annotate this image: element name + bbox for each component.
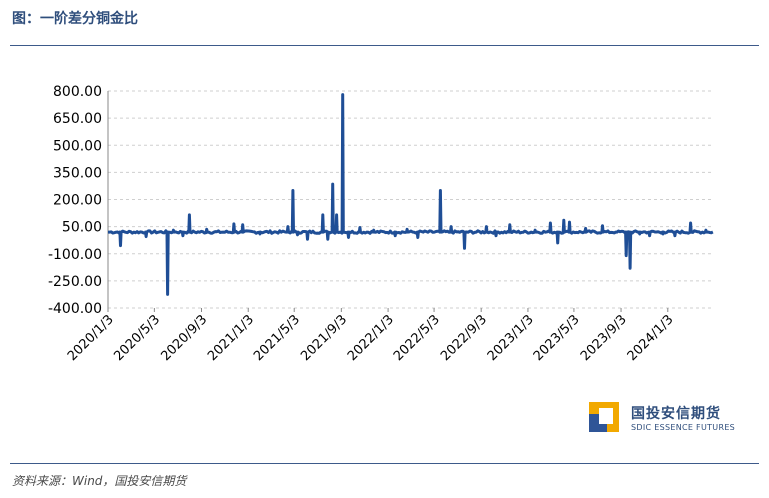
x-tick-label: 2022/1/3 xyxy=(345,312,397,364)
header-divider xyxy=(10,45,759,46)
x-tick-label: 2022/9/3 xyxy=(438,312,490,364)
y-tick-label: 200.00 xyxy=(53,193,102,209)
x-tick-label: 2021/1/3 xyxy=(205,312,257,364)
x-tick-label: 2020/1/3 xyxy=(65,312,117,364)
x-tick-label: 2021/9/3 xyxy=(298,312,350,364)
series-line xyxy=(108,93,714,296)
y-tick-label: 350.00 xyxy=(53,165,102,181)
x-tick-label: 2020/9/3 xyxy=(158,312,210,364)
y-tick-label: -100.00 xyxy=(48,247,102,263)
x-tick-label: 2023/1/3 xyxy=(485,312,537,364)
company-logo: 国投安信期货 SDIC ESSENCE FUTURES xyxy=(587,400,757,440)
source-note: 资料来源：Wind，国投安信期货 xyxy=(12,474,187,488)
logo-name-en: SDIC ESSENCE FUTURES xyxy=(631,423,736,432)
y-tick-label: 500.00 xyxy=(53,138,102,154)
sdic-logo-icon xyxy=(589,402,619,432)
x-tick-label: 2023/9/3 xyxy=(578,312,630,364)
x-tick-label: 2022/5/3 xyxy=(391,312,443,364)
y-tick-label: -400.00 xyxy=(48,301,102,317)
y-tick-label: 650.00 xyxy=(53,111,102,127)
x-tick-label: 2023/5/3 xyxy=(531,312,583,364)
chart-grid xyxy=(108,90,713,309)
y-tick-label: 50.00 xyxy=(62,220,102,236)
x-axis: 2020/1/32020/5/32020/9/32021/1/32021/5/3… xyxy=(65,308,677,364)
y-tick-label: 800.00 xyxy=(53,84,102,100)
y-axis: 800.00 650.00 500.00 350.00 200.00 50.00 -100.… xyxy=(48,84,109,317)
x-tick-label: 2020/5/3 xyxy=(111,312,163,364)
footer-divider xyxy=(10,463,759,464)
page-title: 图：一阶差分铜金比 xyxy=(12,11,138,27)
y-tick-label: -250.00 xyxy=(48,274,102,290)
x-tick-label: 2024/1/3 xyxy=(625,312,677,364)
x-tick-label: 2021/5/3 xyxy=(251,312,303,364)
logo-name-cn: 国投安信期货 xyxy=(631,406,721,422)
